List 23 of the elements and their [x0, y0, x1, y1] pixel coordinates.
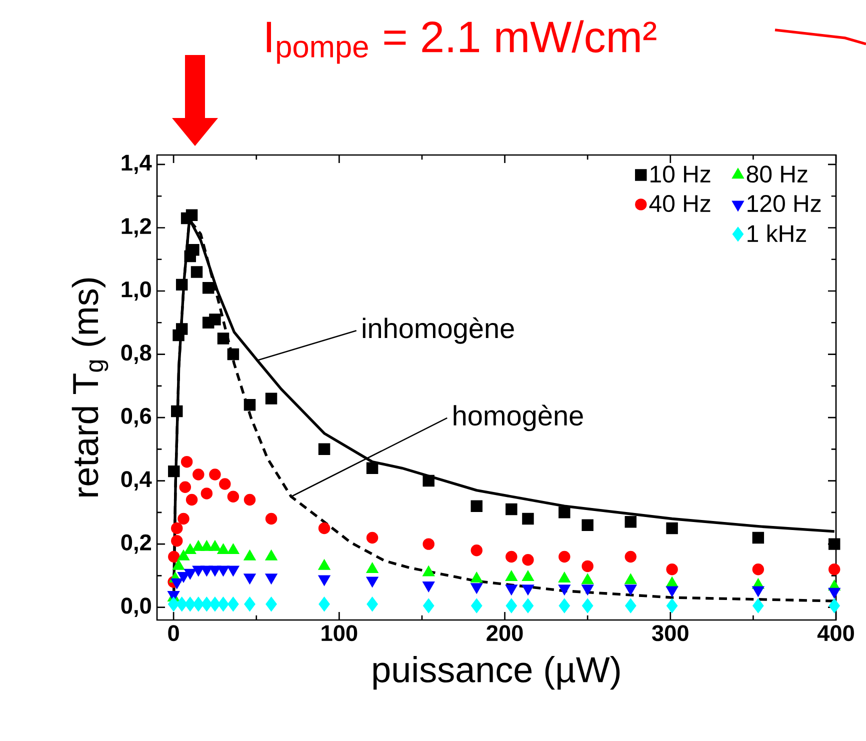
- x-tick-label: 0: [168, 625, 179, 642]
- legend-label: 1 kHz: [748, 224, 806, 242]
- legend-label: 10 Hz: [650, 166, 710, 183]
- y-tick-label: 1,4: [122, 154, 152, 174]
- chart-title: I$_{pompe}$ = 2.1 mW/cm²: [266, 20, 656, 64]
- legend-label: 120 Hz: [748, 195, 821, 212]
- y-tick-label: 0,2: [121, 534, 151, 554]
- y-tick-label: 0,4: [121, 471, 152, 490]
- y-tick-label: 1,2: [122, 218, 151, 238]
- annotation: homogène: [454, 404, 583, 432]
- x-axis-title: puissance (µW): [373, 656, 620, 690]
- x-tick-label: 200: [486, 625, 523, 642]
- legend-label: 80 Hz: [746, 166, 808, 183]
- legend-label: 40 Hz: [649, 195, 710, 212]
- y-tick-label: 1,0: [122, 281, 151, 301]
- annotation: inhomogène: [362, 317, 514, 344]
- y-tick-label: 0,0: [121, 598, 151, 618]
- y-axis-title: retard T$_{g}$ (ms): [72, 278, 108, 496]
- x-tick-label: 400: [817, 625, 854, 642]
- x-tick-label: 300: [652, 625, 688, 642]
- y-tick-label: 0,8: [121, 344, 152, 364]
- x-tick-label: 100: [322, 625, 358, 642]
- y-tick-label: 0,6: [121, 408, 152, 428]
